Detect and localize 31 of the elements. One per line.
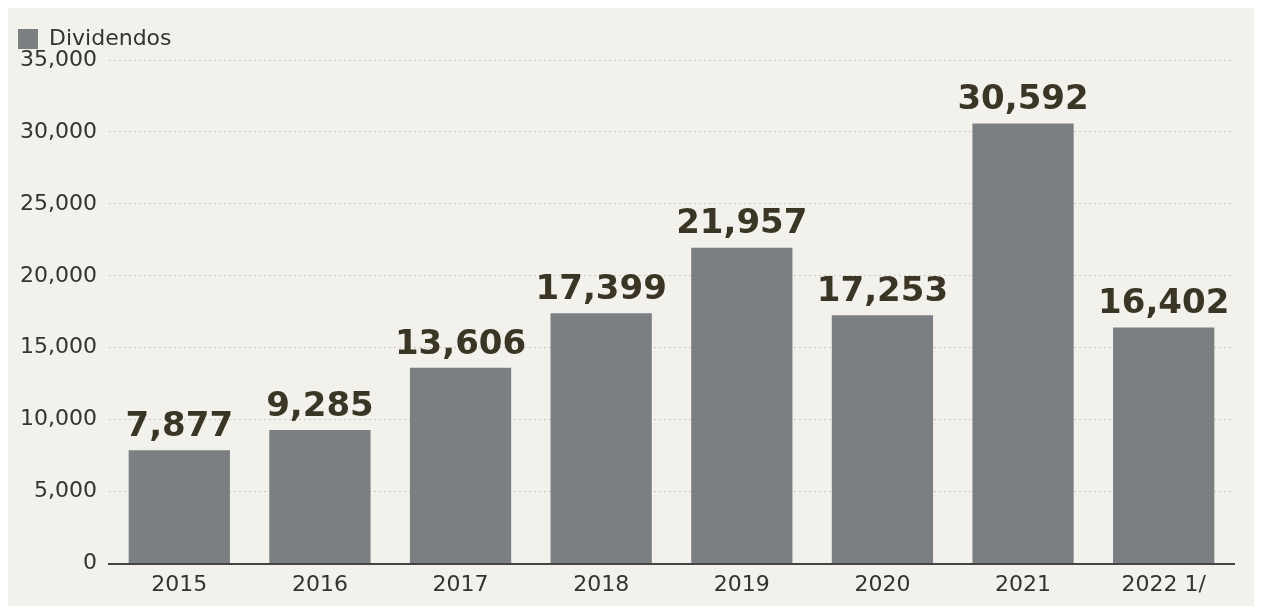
data-label: 17,253	[816, 269, 949, 310]
y-tick-label: 5,000	[33, 477, 97, 503]
data-label: 17,399	[535, 267, 667, 308]
x-tick-label: 2015	[151, 570, 208, 596]
y-tick-label: 30,000	[19, 117, 97, 143]
x-tick-label: 2022 1/	[1121, 570, 1207, 596]
y-tick-label: 10,000	[19, 405, 97, 431]
x-tick-label: 2020	[854, 570, 911, 596]
data-label: 7,877	[125, 404, 234, 445]
bar	[269, 430, 371, 564]
bar	[550, 313, 652, 564]
x-tick-label: 2019	[713, 570, 770, 596]
bar	[691, 247, 793, 564]
x-tick-label: 2021	[995, 570, 1052, 596]
bar	[409, 367, 512, 564]
bar	[972, 123, 1074, 564]
data-label: 9,285	[266, 383, 374, 424]
bar	[1113, 327, 1215, 564]
bar	[831, 315, 934, 564]
y-tick-label: 0	[82, 549, 97, 575]
y-tick-label: 20,000	[19, 261, 97, 287]
data-label: 21,957	[676, 201, 808, 242]
data-label: 30,592	[957, 77, 1089, 118]
x-tick-label: 2016	[291, 570, 348, 596]
data-label: 13,606	[394, 321, 527, 362]
x-tick-label: 2018	[573, 570, 630, 596]
y-tick-label: 25,000	[19, 189, 97, 215]
x-tick-label: 2017	[432, 570, 489, 596]
y-tick-label: 15,000	[19, 333, 97, 359]
data-label: 16,402	[1098, 281, 1230, 322]
bar	[128, 450, 230, 564]
